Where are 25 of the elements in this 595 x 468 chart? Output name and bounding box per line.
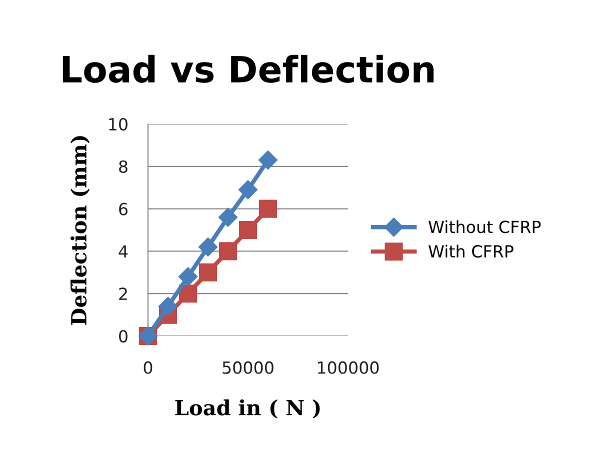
y-tick-label: 6 <box>119 202 128 216</box>
y-axis-title: Deflection (mm) <box>70 136 90 325</box>
x-tick-label: 100000 <box>318 361 379 374</box>
point <box>238 180 258 200</box>
x-tick-label: 0 <box>144 361 152 374</box>
point <box>238 220 258 240</box>
legend-label: With CFRP <box>428 244 514 258</box>
chart-title: Load vs Deflection <box>62 54 434 83</box>
point <box>158 296 178 316</box>
point <box>218 242 238 260</box>
legend-label: Without CFRP <box>428 220 541 234</box>
y-tick-label: 8 <box>119 160 128 173</box>
y-tick-label: 4 <box>118 245 128 258</box>
point <box>198 237 218 256</box>
point <box>198 263 218 282</box>
point <box>258 200 278 218</box>
y-tick-label: 10 <box>109 118 128 131</box>
point <box>178 284 198 303</box>
point <box>258 150 278 170</box>
y-tick-label: 0 <box>119 330 128 343</box>
x-axis-title: Load in ( N ) <box>175 399 320 418</box>
y-tick-label: 2 <box>119 288 127 300</box>
x-tick-label: 50000 <box>222 361 274 374</box>
point <box>218 208 238 227</box>
point <box>178 267 198 286</box>
